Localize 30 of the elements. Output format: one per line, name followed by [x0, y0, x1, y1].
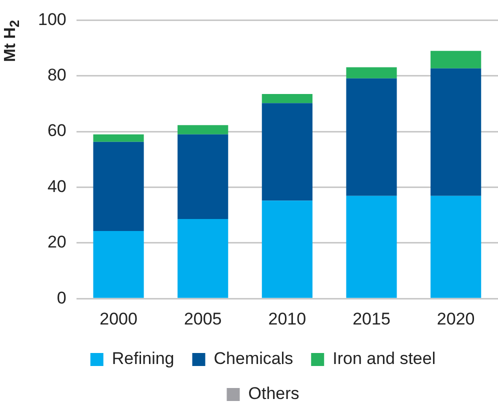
- legend-label: Chemicals: [214, 349, 294, 368]
- x-tick-label: 2015: [352, 309, 390, 328]
- bar: [430, 50, 482, 68]
- legend-label: Iron and steel: [332, 349, 436, 368]
- y-tick-label: 100: [38, 10, 66, 29]
- bar: [430, 196, 482, 298]
- y-tick-label: 60: [47, 121, 66, 140]
- x-tick-label: 2010: [268, 309, 306, 328]
- bar: [178, 218, 228, 298]
- y-tick-label: 80: [47, 66, 66, 85]
- bar: [346, 196, 397, 298]
- bar: [93, 230, 144, 298]
- bar: [346, 67, 397, 78]
- bar: [93, 142, 144, 231]
- bar: [262, 103, 312, 201]
- legend-label: Refining: [112, 349, 174, 368]
- legend-label: Others: [248, 384, 300, 404]
- bar: [262, 200, 312, 298]
- bar: [178, 134, 228, 219]
- bar: [178, 125, 228, 134]
- y-tick-label: 0: [56, 288, 66, 308]
- y-tick-label: 40: [47, 176, 66, 196]
- x-tick-label: 2005: [184, 309, 222, 328]
- bar: [262, 94, 312, 104]
- y-tick-label: 20: [47, 232, 66, 252]
- x-tick-label: 2000: [100, 309, 138, 328]
- bar: [430, 68, 482, 196]
- bar: [346, 78, 397, 196]
- bar: [93, 134, 144, 142]
- x-tick-label: 2020: [436, 309, 475, 328]
